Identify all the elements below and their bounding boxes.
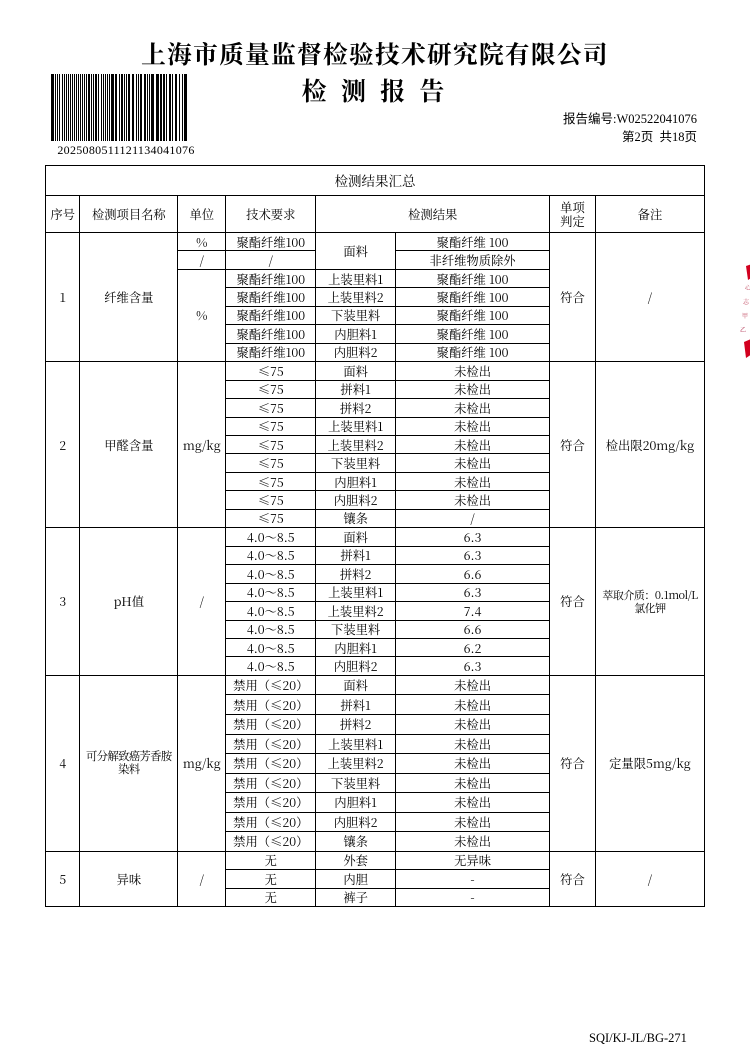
svg-text:甲: 甲 (742, 311, 748, 320)
svg-text:心: 心 (745, 283, 750, 292)
svg-text:志: 志 (743, 297, 750, 306)
svg-text:乙: 乙 (740, 325, 746, 334)
